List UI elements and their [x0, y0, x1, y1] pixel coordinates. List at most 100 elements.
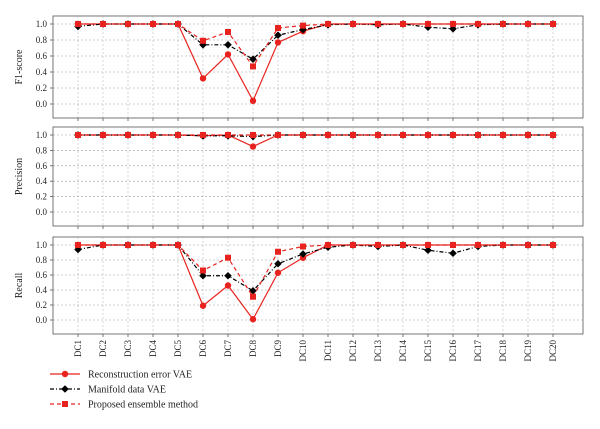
point-ensemble: [450, 132, 456, 138]
point-ensemble: [450, 21, 456, 27]
y-tick-label: 0.6: [36, 270, 48, 280]
point-ensemble: [525, 21, 531, 27]
legend-marker: [61, 370, 69, 378]
x-tick-label: DC4: [148, 340, 158, 358]
point-manifold: [424, 246, 432, 255]
legend-entry-manifold: Manifold data VAE: [50, 385, 166, 396]
y-tick-label: 0.0: [36, 99, 48, 109]
point-ensemble: [500, 21, 506, 27]
x-tick-label: DC13: [373, 340, 383, 362]
point-ensemble: [75, 132, 81, 138]
point-ensemble: [550, 132, 556, 138]
point-ensemble: [350, 132, 356, 138]
x-tick-label: DC6: [198, 340, 208, 358]
point-recon: [274, 39, 282, 46]
series-line-manifold: [78, 134, 553, 138]
point-manifold: [274, 31, 282, 39]
y-tick-label: 0.8: [36, 255, 48, 265]
point-ensemble: [250, 63, 256, 70]
point-recon: [249, 316, 257, 323]
point-recon: [249, 97, 257, 105]
point-ensemble: [550, 242, 556, 248]
x-tick-label: DC15: [423, 340, 433, 362]
point-ensemble: [225, 132, 231, 138]
point-ensemble: [400, 242, 406, 248]
series-line-recon: [78, 244, 553, 321]
point-manifold: [424, 23, 432, 31]
legend-entry-recon: Reconstruction error VAE: [50, 370, 192, 381]
point-ensemble: [525, 242, 531, 248]
point-ensemble: [225, 254, 231, 261]
y-tick-label: 0.2: [36, 192, 47, 202]
series-line-ensemble: [78, 23, 553, 68]
point-ensemble: [425, 242, 431, 248]
point-ensemble: [125, 132, 131, 138]
point-manifold: [249, 286, 257, 295]
x-tick-label: DC17: [473, 340, 483, 362]
y-tick-label: 0.0: [36, 207, 48, 217]
point-ensemble: [175, 21, 181, 27]
series-line-manifold: [77, 23, 553, 60]
point-ensemble: [400, 132, 406, 138]
point-ensemble: [175, 242, 181, 248]
y-axis-label: Precision: [14, 158, 25, 195]
point-ensemble: [250, 132, 256, 138]
series-line-recon: [78, 134, 553, 148]
y-axis-label: F1-score: [14, 49, 25, 85]
x-tick-label: DC19: [523, 340, 533, 362]
y-tick-label: 0.4: [36, 285, 48, 295]
point-recon: [224, 51, 232, 58]
x-tick-label: DC7: [223, 340, 233, 358]
x-tick-label: DC10: [298, 340, 308, 362]
x-tick-label: DC16: [448, 340, 458, 362]
point-ensemble: [125, 242, 131, 248]
point-ensemble: [300, 132, 306, 138]
y-tick-label: 0.2: [36, 83, 47, 93]
y-tick-label: 1.0: [36, 19, 48, 29]
y-tick-label: 0.6: [36, 51, 48, 61]
point-ensemble: [375, 132, 381, 138]
point-ensemble: [325, 132, 331, 138]
point-ensemble: [175, 132, 181, 138]
legend-entry-ensemble: Proposed ensemble method: [50, 400, 198, 411]
y-tick-label: 1.0: [36, 240, 48, 250]
point-ensemble: [525, 132, 531, 138]
point-ensemble: [300, 22, 306, 29]
plot-frame: [52, 15, 584, 119]
x-tick-label: DC9: [273, 340, 283, 358]
plot-frame: [52, 126, 584, 227]
legend-label: Proposed ensemble method: [88, 400, 198, 411]
point-ensemble: [150, 21, 156, 27]
y-tick-label: 0.8: [36, 145, 48, 155]
plot-frame: [52, 236, 584, 335]
point-ensemble: [200, 267, 206, 274]
point-recon: [199, 302, 207, 309]
point-ensemble: [325, 242, 331, 248]
y-tick-label: 0.2: [36, 300, 47, 310]
legend-marker: [62, 401, 68, 407]
point-manifold: [274, 259, 282, 268]
x-tick-label: DC2: [98, 340, 108, 357]
point-ensemble: [150, 242, 156, 248]
point-ensemble: [475, 242, 481, 248]
point-manifold: [449, 249, 457, 258]
panel-precision: 0.0 0.2 0.4 0.6 0.8 1.0 Precision: [14, 126, 584, 229]
panel-f1-score: 0.0 0.2 0.4 0.6 0.8 1.0 F1-score: [14, 15, 584, 121]
point-manifold: [224, 271, 232, 280]
legend-marker: [61, 385, 69, 393]
point-ensemble: [475, 21, 481, 27]
point-ensemble: [550, 21, 556, 27]
point-ensemble: [275, 25, 281, 31]
point-ensemble: [100, 21, 106, 27]
y-tick-label: 0.0: [36, 315, 48, 325]
point-ensemble: [200, 132, 206, 138]
point-ensemble: [450, 242, 456, 248]
point-ensemble: [500, 132, 506, 138]
x-tick-label: DC20: [548, 340, 558, 362]
series-line-ensemble: [78, 244, 553, 298]
x-tick-label: DC11: [323, 340, 333, 361]
point-ensemble: [100, 242, 106, 248]
point-ensemble: [375, 242, 381, 248]
point-ensemble: [75, 242, 81, 248]
x-tick-label: DC18: [498, 340, 508, 362]
